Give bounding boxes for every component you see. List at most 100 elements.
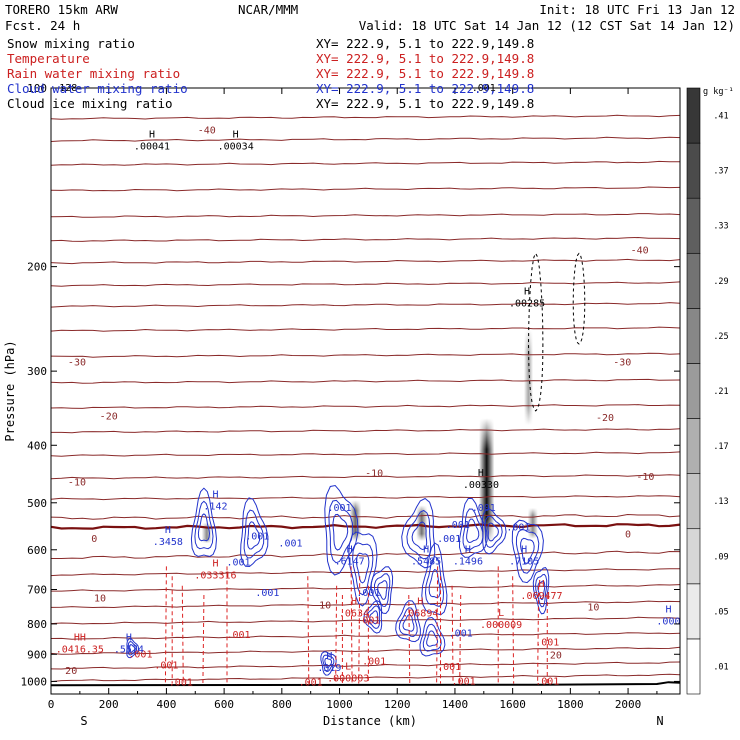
- x-tick-label: 1800: [557, 698, 584, 711]
- temperature-contour-label: -40: [631, 246, 649, 257]
- cloud-water-contour: [398, 607, 418, 638]
- cloud-water-contour: [466, 518, 480, 544]
- extremum-value: .1496: [453, 556, 483, 567]
- colorbar-segment: [686, 197, 701, 254]
- temperature-contour: [50, 404, 681, 409]
- extremum-value: .6147: [335, 556, 365, 567]
- cloud-water-contour: [484, 515, 503, 549]
- field-name: Temperature: [7, 51, 90, 66]
- y-axis-label: Pressure (hPa): [3, 340, 17, 441]
- extremum-value: .7105: [509, 556, 539, 567]
- snow-column: [478, 418, 495, 544]
- contour-value-label: .001: [446, 520, 470, 531]
- extremum-value: .000: [656, 617, 680, 628]
- rain-water-contour: [436, 566, 439, 684]
- x-axis-label: Distance (km): [323, 714, 417, 728]
- colorbar: .01 .05 .09 .13 .17 .21 .25 .29 .33 .37 .41 g kg⁻¹: [686, 87, 734, 695]
- contour-value-label: .001: [437, 534, 461, 545]
- contour-value-label: .001: [278, 538, 302, 549]
- snow-column: [201, 522, 212, 544]
- temperature-contour: [50, 326, 681, 332]
- rain-water-contour: [358, 576, 361, 684]
- cloud-water-contour: [366, 605, 381, 630]
- cloud-water-contour: [243, 509, 265, 559]
- cloud-water-contour: [428, 568, 441, 599]
- contour-value-label: .001: [362, 656, 386, 667]
- colorbar-label: .21: [713, 387, 728, 397]
- cloud-water-contour: [535, 573, 548, 608]
- temperature-contour-label: -10: [636, 472, 654, 483]
- temperature-contour-label: -10: [68, 477, 86, 488]
- rain-water-contour: [181, 585, 184, 684]
- extremum-marker: H: [149, 130, 155, 141]
- colorbar-label: .37: [713, 167, 728, 177]
- cloud-water-contour: [246, 521, 261, 550]
- colorbar-segment: [686, 583, 701, 640]
- cloud-water-contour: [426, 630, 439, 647]
- temperature-contour-label: 10: [319, 601, 331, 612]
- field-section: XY= 222.9, 5.1 to 222.9,149.8: [316, 96, 534, 111]
- plot-frame: [50, 87, 681, 695]
- cloud-water-contour: [348, 531, 378, 607]
- extremum-marker: L: [345, 662, 351, 673]
- temperature-contour-label: 0: [91, 534, 97, 545]
- y-tick-label: 200: [27, 261, 47, 274]
- valid-time: Valid: 18 UTC Sat 14 Jan 12 (12 CST Sat …: [359, 18, 735, 33]
- cloud-water-contour: [328, 499, 354, 564]
- rain-water-contour: [408, 594, 411, 684]
- cloud-water-contour: [532, 567, 550, 615]
- x-tick-label: 400: [156, 698, 176, 711]
- cloud-ice-contours: [527, 252, 586, 412]
- extremum-value: .00034: [218, 142, 254, 153]
- extremum-marker: H: [423, 544, 429, 555]
- y-tick-label: 600: [27, 544, 47, 557]
- temperature-contour: [50, 513, 681, 520]
- extremum-marker: H: [326, 651, 332, 662]
- colorbar-label: .33: [713, 222, 728, 232]
- extremum-value: .00041: [134, 142, 170, 153]
- cloud-water-contour: [320, 651, 337, 676]
- extremum-value: .142: [203, 501, 227, 512]
- extremum-marker: H: [126, 632, 132, 643]
- colorbar-label: .13: [713, 497, 728, 507]
- x-end-label-north: N: [656, 714, 663, 728]
- x-tick-label: 600: [214, 698, 234, 711]
- extremum-marker: H: [212, 558, 218, 569]
- snow-column: [527, 507, 538, 539]
- extremum-value: .000003: [327, 674, 369, 685]
- temperature-contour-label: -20: [100, 412, 118, 423]
- extremum-value: .5485: [411, 556, 441, 567]
- y-tick-label: 100: [27, 82, 47, 95]
- x-tick-label: 1200: [384, 698, 411, 711]
- temperature-contour: [50, 616, 681, 625]
- cloud-water-contour: [240, 497, 269, 568]
- cloud-water-contour: [324, 484, 359, 576]
- extremum-marker: H: [165, 525, 171, 536]
- colorbar-label: .01: [713, 662, 728, 672]
- contour-value-label: .001: [169, 678, 193, 689]
- ground-surface: [50, 681, 681, 687]
- cloud-water-contour: [424, 555, 445, 607]
- extremum-value: .00285: [509, 299, 545, 310]
- temperature-contour: [50, 213, 681, 218]
- extremum-marker: H: [347, 544, 353, 555]
- x-tick-label: 0: [48, 698, 55, 711]
- cloud-water-contour: [458, 497, 488, 558]
- colorbar-label: .29: [713, 277, 728, 287]
- extremum-value: .000009: [480, 620, 522, 631]
- cloud-water-contour: [520, 537, 535, 564]
- temperature-contour-label: 10: [587, 602, 599, 613]
- temperature-contour: [50, 114, 681, 120]
- cloud-water-contour: [190, 487, 218, 557]
- colorbar-segment: [686, 638, 701, 695]
- temperature-contour: [50, 378, 681, 384]
- x-tick-label: 2000: [615, 698, 642, 711]
- cloud-water-contour: [332, 513, 349, 551]
- colorbar-segment: [686, 87, 701, 144]
- extremum-value: .069477: [520, 591, 562, 602]
- colorbar-segment: [686, 528, 701, 585]
- temperature-contour: [50, 632, 681, 640]
- axes: 0 200 400 600 800 1000 1200 1400 1600 1800 2000100…: [21, 82, 680, 711]
- temperature-contour: [51, 550, 681, 559]
- cloud-water-contour: [511, 519, 544, 584]
